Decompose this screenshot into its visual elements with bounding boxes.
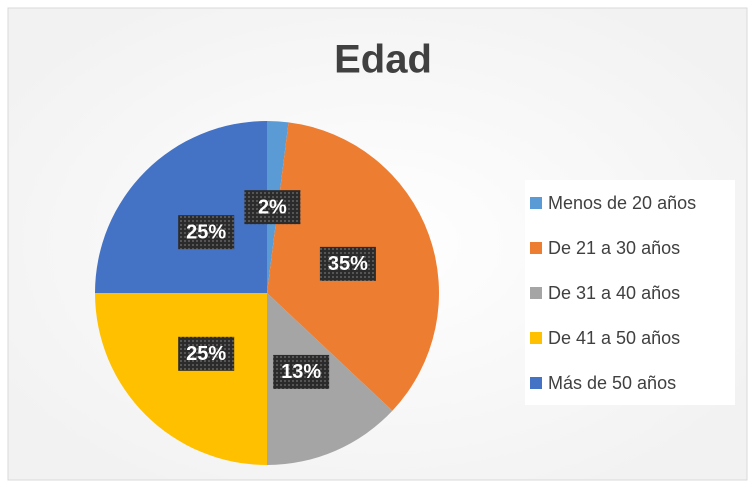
legend-label: De 41 a 50 años (548, 328, 680, 348)
legend-swatch (530, 287, 542, 299)
legend-box (525, 180, 735, 405)
legend-swatch (530, 332, 542, 344)
legend-label: De 31 a 40 años (548, 283, 680, 303)
legend-label: De 21 a 30 años (548, 238, 680, 258)
data-label: 25% (186, 221, 226, 243)
legend-swatch (530, 197, 542, 209)
legend-label: Menos de 20 años (548, 193, 696, 213)
data-label: 13% (281, 361, 321, 383)
chart-title: Edad (334, 38, 432, 82)
data-label: 2% (258, 196, 287, 218)
data-label-box (178, 336, 235, 371)
data-label-box (178, 215, 235, 250)
legend-swatch (530, 377, 542, 389)
pie-slice (95, 121, 267, 293)
data-label-box (319, 246, 376, 281)
data-label-box (244, 190, 301, 225)
legend-label: Más de 50 años (548, 373, 676, 393)
pie-slice (267, 293, 393, 465)
data-label: 35% (328, 253, 368, 275)
pie-slice (95, 293, 267, 465)
data-label: 25% (186, 343, 226, 365)
data-label-box (273, 354, 330, 389)
legend-swatch (530, 242, 542, 254)
